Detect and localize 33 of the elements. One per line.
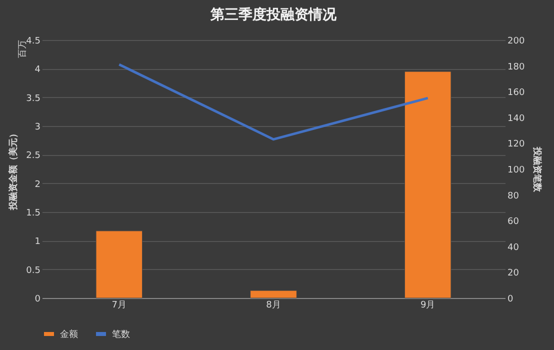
y-tick-label: 0 [34, 294, 41, 304]
y2-tick-label: 200 [508, 36, 525, 46]
y2-axis-title: 投融资笔数 [532, 146, 543, 193]
y2-tick-label: 20 [508, 268, 520, 279]
y-tick-label: 1 [34, 237, 40, 248]
y-tick-label: 3.5 [26, 94, 40, 104]
y-axis-title: 投融资金额（美元） [8, 129, 20, 211]
x-tick-label: 8月 [266, 300, 281, 310]
y-tick-label: 2.5 [26, 151, 40, 162]
legend-label: 金额 [60, 329, 78, 340]
chart-title: 第三季度投融资情况 [210, 6, 338, 23]
y2-tick-label: 180 [508, 62, 525, 72]
y-tick-label: 4.5 [26, 36, 40, 46]
y2-tick-label: 0 [508, 294, 514, 304]
x-tick-label: 7月 [112, 300, 127, 310]
y2-tick-label: 120 [508, 140, 525, 150]
y2-tick-label: 160 [508, 88, 525, 98]
y-tick-label: 4 [34, 65, 41, 76]
y2-tick-label: 80 [508, 191, 520, 202]
y2-tick-label: 60 [508, 217, 520, 228]
legend-label: 笔数 [112, 329, 130, 340]
bar [250, 290, 297, 298]
bar [404, 71, 452, 298]
bar [96, 230, 143, 298]
y-tick-label: 3 [34, 122, 40, 132]
y2-tick-label: 140 [508, 114, 525, 124]
y-tick-label: 2 [34, 180, 40, 190]
y-tick-label: 0.5 [26, 266, 40, 276]
x-tick-label: 9月 [420, 300, 436, 310]
text: 百万 [18, 40, 28, 58]
y2-tick-label: 40 [508, 242, 520, 253]
y2-tick-label: 100 [508, 166, 525, 176]
y-tick-label: 1.5 [26, 208, 40, 218]
